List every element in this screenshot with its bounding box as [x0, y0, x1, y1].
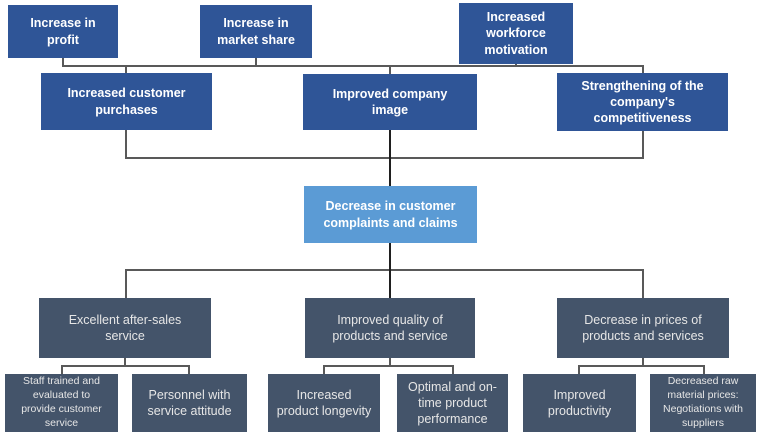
connector-bus-center-row3 — [125, 269, 644, 271]
node-excellent-after-sales-service: Excellent after-sales service — [39, 298, 211, 358]
node-decrease-prices-products-services: Decrease in prices of products and servi… — [557, 298, 729, 358]
connector-stem-competitiveness-bottom — [642, 131, 644, 159]
node-personnel-service-attitude: Personnel with service attitude — [132, 374, 247, 432]
node-increased-workforce-motivation: Increased workforce motivation — [459, 3, 573, 64]
node-strengthening-competitiveness: Strengthening of the company's competiti… — [557, 73, 728, 131]
connector-stem-market-share — [255, 58, 257, 67]
connector-stem-longevity — [323, 365, 325, 374]
connector-stem-personnel — [188, 365, 190, 374]
connector-stem-after-sales-bottom — [124, 358, 126, 367]
connector-bus-row2-center — [125, 157, 644, 159]
connector-bus-row1-row2 — [62, 65, 644, 67]
node-decreased-raw-material-prices: Decreased raw material prices: Negotiati… — [650, 374, 756, 432]
node-improved-quality-products-service: Improved quality of products and service — [305, 298, 475, 358]
node-improved-company-image: Improved company image — [303, 74, 477, 130]
node-optimal-on-time-performance: Optimal and on- time product performance — [397, 374, 508, 432]
connector-stem-staff-trained — [61, 365, 63, 374]
node-improved-productivity: Improved productivity — [523, 374, 636, 432]
connector-stem-productivity — [578, 365, 580, 374]
connector-stem-workforce — [515, 62, 517, 67]
node-staff-trained-evaluated: Staff trained and evaluated to provide c… — [5, 374, 118, 432]
connector-center-vertical-lower — [389, 243, 391, 298]
connector-stem-prices-bottom — [642, 358, 644, 367]
node-increased-customer-purchases: Increased customer purchases — [41, 73, 212, 130]
connector-stem-on-time — [452, 365, 454, 374]
connector-stem-competitiveness-top — [642, 65, 644, 73]
connector-stem-company-image-top — [389, 65, 391, 74]
node-increase-in-profit: Increase in profit — [8, 5, 118, 58]
connector-center-vertical-upper — [389, 130, 391, 186]
connector-stem-profit — [62, 58, 64, 67]
connector-stem-raw-material — [703, 365, 705, 374]
connector-stem-purchases-top — [125, 65, 127, 73]
node-decrease-customer-complaints: Decrease in customer complaints and clai… — [304, 186, 477, 243]
connector-stem-prices-top — [642, 269, 644, 298]
connector-bus-quality-leaves — [323, 365, 454, 367]
connector-stem-purchases-bottom — [125, 130, 127, 159]
connector-stem-after-sales-top — [125, 269, 127, 298]
node-increased-product-longevity: Increased product longevity — [268, 374, 380, 432]
node-increase-in-market-share: Increase in market share — [200, 5, 312, 58]
connector-stem-quality-bottom — [389, 358, 391, 367]
connector-bus-prices-leaves — [578, 365, 705, 367]
